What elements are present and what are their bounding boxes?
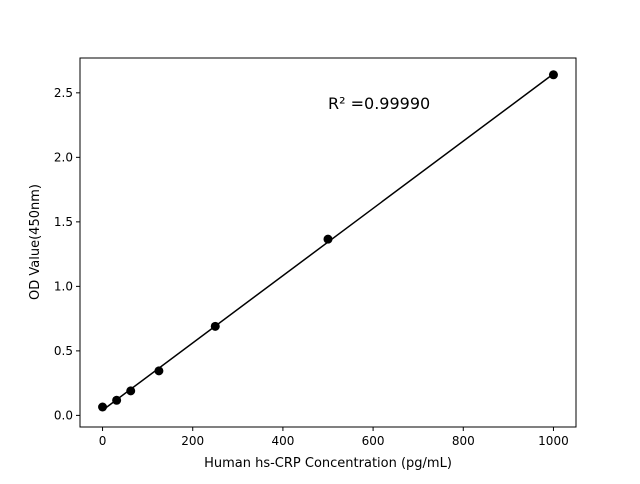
data-point: [126, 386, 136, 396]
y-tick-label: 1.0: [54, 279, 73, 293]
data-point: [154, 366, 164, 376]
x-tick-label: 0: [99, 434, 107, 448]
x-tick-label: 400: [271, 434, 294, 448]
annotation-r-squared: R² =0.99990: [328, 94, 430, 113]
y-tick-label: 0.5: [54, 344, 73, 358]
data-point: [323, 234, 333, 244]
y-tick-label: 0.0: [54, 408, 73, 422]
y-axis-label: OD Value(450nm): [28, 184, 43, 300]
x-tick-label: 600: [362, 434, 385, 448]
y-tick-label: 2.0: [54, 150, 73, 164]
data-point: [548, 70, 558, 80]
x-tick-label: 200: [181, 434, 204, 448]
data-point: [112, 395, 122, 405]
x-tick-label: 1000: [538, 434, 569, 448]
y-tick-label: 1.5: [54, 215, 73, 229]
plot-frame: [79, 57, 577, 428]
x-tick-label: 800: [452, 434, 475, 448]
y-tick-label: 2.5: [54, 86, 73, 100]
data-point: [210, 321, 220, 331]
x-axis-label: Human hs-CRP Concentration (pg/mL): [204, 456, 452, 471]
data-point: [98, 402, 108, 412]
